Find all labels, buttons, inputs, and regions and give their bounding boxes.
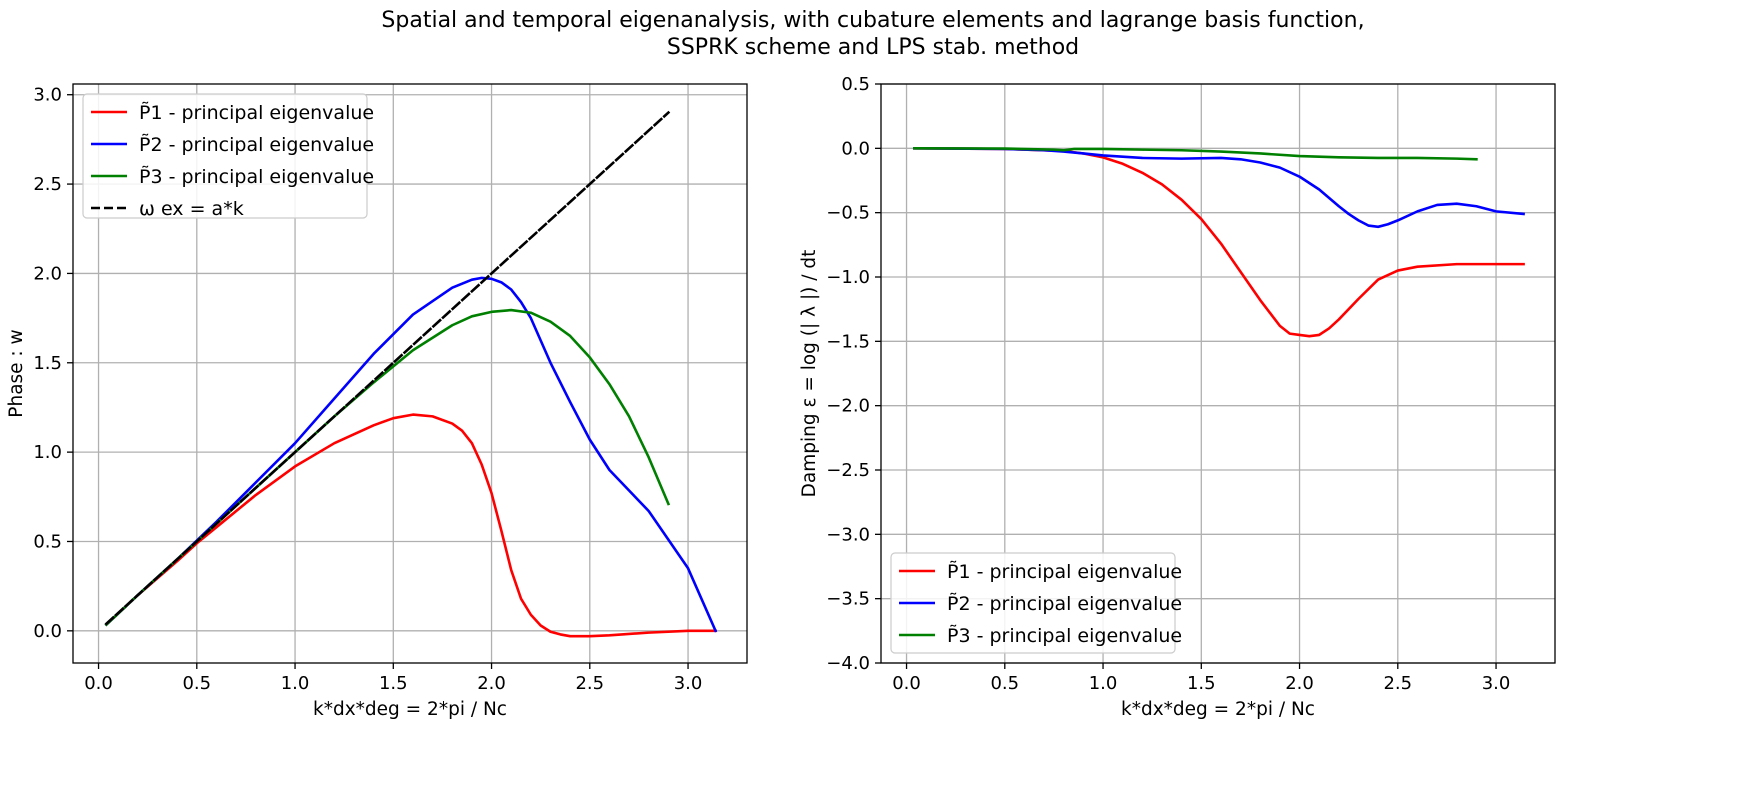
y-tick-label: −0.5 — [826, 203, 870, 224]
legend-label-2: P̃2 - principal eigenvalue — [947, 593, 1182, 615]
y-tick-label: 2.0 — [33, 263, 62, 284]
x-tick-label: 1.5 — [379, 673, 408, 694]
x-tick-label: 3.0 — [674, 673, 703, 694]
series-line-1 — [104, 413, 717, 638]
x-tick-label: 2.5 — [1383, 673, 1412, 694]
y-tick-label: 0.5 — [841, 74, 870, 95]
legend: P̃1 - principal eigenvalue P̃2 - principa… — [890, 552, 1182, 654]
x-axis-label: k*dx*deg = 2*pi / Nc — [1121, 699, 1315, 720]
y-tick-label: 1.5 — [33, 353, 62, 374]
y-tick-label: −1.5 — [826, 331, 870, 352]
legend-label-1: P̃1 - principal eigenvalue — [139, 102, 374, 124]
y-tick-label: −3.0 — [826, 524, 870, 545]
series-line-2 — [913, 147, 1525, 229]
legend-label-2: P̃2 - principal eigenvalue — [139, 134, 374, 156]
y-tick-label: 1.0 — [33, 442, 62, 463]
x-tick-label: 0.0 — [84, 673, 113, 694]
series-line-2 — [104, 276, 718, 633]
x-tick-label: 2.0 — [477, 673, 506, 694]
legend: P̃1 - principal eigenvalue P̃2 - principa… — [82, 93, 374, 220]
y-tick-label: −2.5 — [826, 460, 870, 481]
figure-title-line2: SSPRK scheme and LPS stab. method — [667, 35, 1079, 60]
y-axis-label: Damping ε = log (| λ |) / dt — [799, 250, 820, 498]
y-tick-label: −2.0 — [826, 396, 870, 417]
y-tick-label: 0.0 — [33, 621, 62, 642]
x-tick-label: 2.5 — [575, 673, 604, 694]
y-tick-label: −3.5 — [826, 589, 870, 610]
series-line-4 — [104, 110, 671, 626]
phase-chart: 0.0 0.5 1.0 1.5 2.0 2.5 3.0 0.0 0.5 1.0 1.5 2.0 2.5 3… — [6, 83, 748, 720]
figure-title-line1: Spatial and temporal eigenanalysis, with… — [381, 8, 1364, 33]
series-line-3 — [104, 308, 671, 627]
series-line-3 — [913, 147, 1478, 161]
y-axis-label: Phase : w — [6, 329, 27, 417]
x-tick-label: 0.0 — [892, 673, 921, 694]
x-tick-label: 0.5 — [182, 673, 211, 694]
x-axis-label: k*dx*deg = 2*pi / Nc — [313, 699, 507, 720]
y-tick-label: 2.5 — [33, 174, 62, 195]
x-tick-label: 0.5 — [990, 673, 1019, 694]
legend-label-3: P̃3 - principal eigenvalue — [947, 625, 1182, 647]
legend-label-3: P̃3 - principal eigenvalue — [139, 166, 374, 188]
y-tick-label: 3.0 — [33, 85, 62, 106]
legend-box — [890, 552, 1176, 654]
legend-label-1: P̃1 - principal eigenvalue — [947, 561, 1182, 583]
x-tick-label: 2.0 — [1285, 673, 1314, 694]
x-tick-label: 1.5 — [1187, 673, 1216, 694]
y-tick-label: −1.0 — [826, 267, 870, 288]
x-tick-label: 1.0 — [1089, 673, 1118, 694]
legend-label-4: ω ex = a*k — [139, 198, 244, 220]
y-tick-label: −4.0 — [826, 653, 870, 674]
plot-frame — [72, 83, 748, 664]
x-tick-label: 1.0 — [281, 673, 310, 694]
series-line-1 — [913, 147, 1525, 338]
plot-frame — [880, 83, 1556, 664]
x-tick-label: 3.0 — [1482, 673, 1511, 694]
damping-chart: 0.0 0.5 1.0 1.5 2.0 2.5 3.0 0.5 0.0 −0.5 −1.0 −1.5 −… — [799, 74, 1556, 720]
y-tick-label: 0.0 — [841, 138, 870, 159]
y-tick-label: 0.5 — [33, 531, 62, 552]
legend-box — [82, 93, 368, 219]
